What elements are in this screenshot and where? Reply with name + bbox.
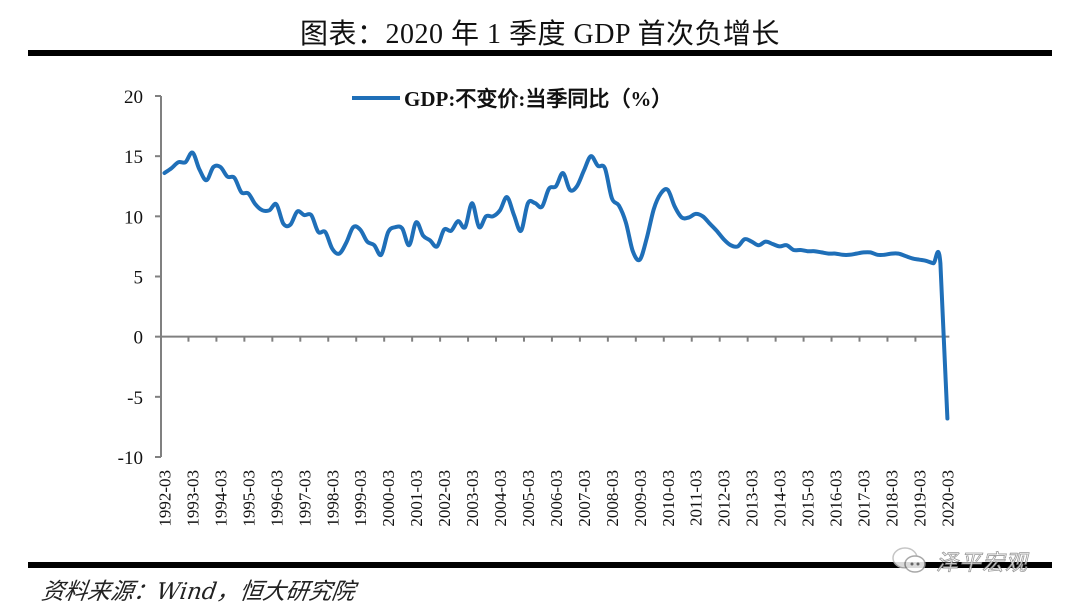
- x-axis: 1992-03 1993-03 1994-03 1995-03 1996-03 1997-…: [156, 335, 957, 527]
- x-tick-label: 2005-03: [519, 470, 538, 527]
- x-tick-label: 2019-03: [910, 470, 929, 527]
- x-tick-label: 2011-03: [687, 470, 706, 526]
- x-tick-label: 1999-03: [351, 470, 370, 527]
- x-tick-label: 2012-03: [715, 470, 734, 527]
- x-tick-label: 2014-03: [771, 470, 790, 527]
- x-tick-label: 1992-03: [156, 470, 175, 527]
- series-layer: [162, 150, 950, 421]
- page-title: 图表：2020 年 1 季度 GDP 首次负增长: [300, 19, 780, 50]
- bottom-rule-divider: [28, 562, 1052, 568]
- x-tick-label: 2001-03: [407, 470, 426, 527]
- x-tick-label: 1993-03: [183, 470, 202, 527]
- x-tick-label: 2015-03: [799, 470, 818, 527]
- x-tick-label: 2000-03: [379, 470, 398, 527]
- x-tick-label: 2017-03: [855, 470, 874, 527]
- y-tick-label: -10: [118, 448, 143, 469]
- y-tick-label: 20: [124, 87, 143, 108]
- x-tick-label: 2013-03: [743, 470, 762, 527]
- top-rule-divider: [28, 50, 1052, 56]
- y-tick-label: 0: [134, 328, 144, 349]
- x-tick-label: 2010-03: [659, 470, 678, 527]
- x-tick-label: 2004-03: [491, 470, 510, 527]
- legend-label: GDP:不变价:当季同比（%）: [404, 87, 672, 111]
- y-axis: 20 15 10 5 0 -5 -10: [118, 87, 162, 469]
- x-tick-label: 2009-03: [631, 470, 650, 527]
- x-tick-label: 1994-03: [211, 470, 230, 527]
- watermark: 泽平宏观: [890, 545, 1028, 577]
- x-tick-label: 2020-03: [938, 470, 957, 527]
- source-note: 资料来源：Wind，恒大研究院: [39, 579, 357, 605]
- x-tick-label: 1997-03: [295, 470, 314, 527]
- legend: GDP:不变价:当季同比（%）: [352, 87, 672, 111]
- x-tick-label: 1998-03: [323, 470, 342, 527]
- y-tick-label: 10: [124, 207, 143, 228]
- series-line-gdp: [162, 150, 950, 421]
- y-tick-label: 5: [134, 268, 144, 289]
- watermark-text: 泽平宏观: [936, 551, 1029, 577]
- x-tick-label: 1996-03: [267, 470, 286, 527]
- x-tick-label: 2006-03: [547, 470, 566, 527]
- wechat-icon: [892, 547, 926, 573]
- y-tick-label: -5: [127, 388, 143, 409]
- x-tick-label: 2002-03: [435, 470, 454, 527]
- x-tick-label: 2007-03: [575, 470, 594, 527]
- x-tick-label: 2008-03: [603, 470, 622, 527]
- x-tick-label: 2003-03: [463, 470, 482, 527]
- x-tick-label: 2016-03: [827, 470, 846, 527]
- x-tick-label: 2018-03: [882, 470, 901, 527]
- x-tick-label: 1995-03: [239, 470, 258, 527]
- y-tick-label: 15: [124, 147, 143, 168]
